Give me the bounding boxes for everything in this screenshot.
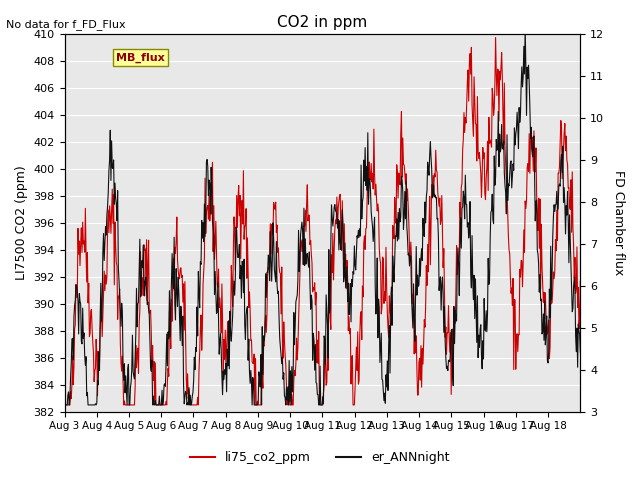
Title: CO2 in ppm: CO2 in ppm — [277, 15, 367, 30]
Legend: li75_co2_ppm, er_ANNnight: li75_co2_ppm, er_ANNnight — [186, 446, 454, 469]
Y-axis label: FD Chamber flux: FD Chamber flux — [612, 170, 625, 276]
Y-axis label: LI7500 CO2 (ppm): LI7500 CO2 (ppm) — [15, 166, 28, 280]
Text: No data for f_FD_Flux: No data for f_FD_Flux — [6, 19, 126, 30]
Text: MB_flux: MB_flux — [116, 52, 165, 63]
